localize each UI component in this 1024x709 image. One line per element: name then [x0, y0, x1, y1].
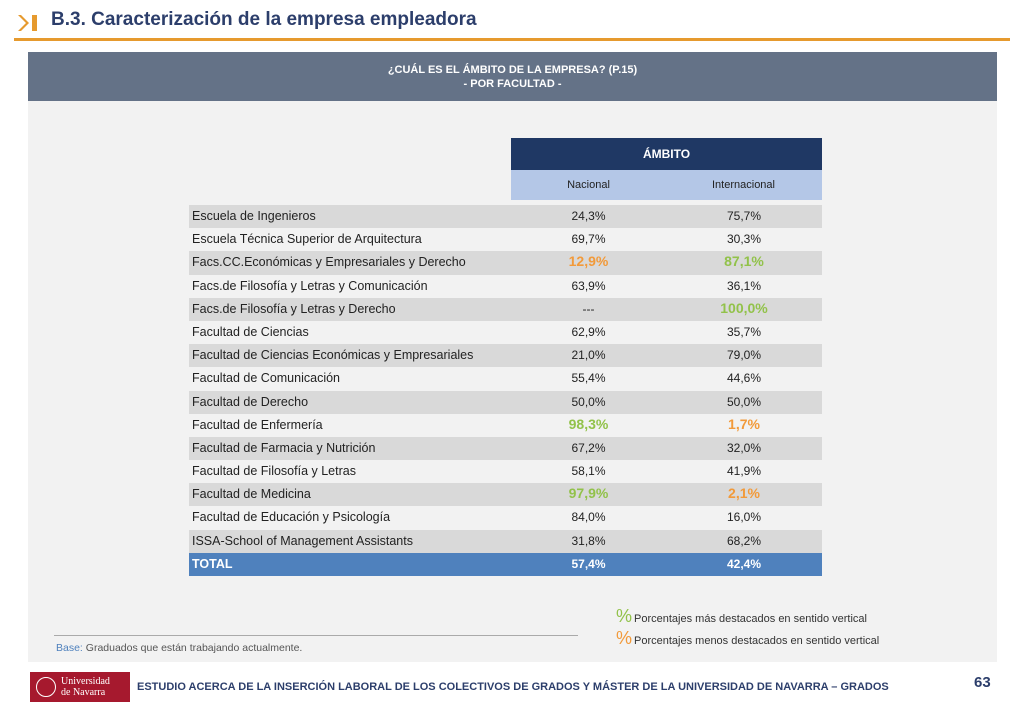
value-nacional: 62,9%	[571, 324, 606, 339]
base-divider	[54, 635, 578, 636]
question-subtitle: - POR FACULTAD -	[463, 78, 562, 90]
question-title: ¿CUÁL ES EL ÁMBITO DE LA EMPRESA? (P.15)	[387, 64, 638, 76]
value-nacional: 67,2%	[571, 440, 606, 455]
page-number: 63	[974, 674, 991, 691]
table-row: Facs.de Filosofía y Letras y Derecho --- 1…	[189, 297, 822, 321]
table-row: Escuela de Ingenieros 24,3% 75,7%	[189, 205, 822, 229]
column-header-nacional: Nacional	[567, 179, 610, 191]
table-row: Facultad de Comunicación 55,4% 44,6%	[189, 367, 822, 390]
faculty-name: Escuela Técnica Superior de Arquitectura	[192, 232, 422, 247]
faculty-name: Facs.CC.Económicas y Empresariales y Der…	[192, 255, 466, 270]
value-internacional: 32,0%	[726, 440, 762, 455]
column-group-header: ÁMBITO	[511, 138, 822, 170]
legend-low-label: Porcentajes menos destacados en sentido …	[634, 635, 880, 647]
legend-high-symbol: %	[616, 606, 633, 626]
value-nacional: 58,1%	[571, 464, 606, 479]
faculty-name: Facultad de Comunicación	[192, 371, 340, 386]
value-internacional: 44,6%	[726, 371, 762, 386]
logo-line2: de Navarra	[61, 687, 106, 698]
faculty-name: Facultad de Filosofía y Letras	[192, 464, 356, 479]
faculty-name: Facultad de Farmacia y Nutrición	[192, 440, 376, 455]
value-internacional: 30,3%	[726, 232, 762, 247]
faculty-name: Facultad de Medicina	[192, 487, 311, 502]
faculty-name: Facultad de Educación y Psicología	[192, 510, 391, 525]
value-internacional: 16,0%	[726, 510, 762, 525]
column-header-internacional: Internacional	[712, 179, 775, 191]
footer-study-title: ESTUDIO ACERCA DE LA INSERCIÓN LABORAL D…	[137, 681, 889, 693]
column-subheaders: Nacional Internacional	[511, 170, 822, 200]
table-row: Facultad de Farmacia y Nutrición 67,2% 32,…	[189, 436, 822, 461]
value-nacional: 98,3%	[568, 415, 609, 432]
value-nacional: 84,0%	[571, 510, 606, 525]
base-note: Base: Graduados que están trabajando act…	[56, 642, 302, 654]
table-row: Escuela Técnica Superior de Arquitectura…	[189, 228, 822, 251]
base-text: Graduados que están trabajando actualmen…	[85, 642, 303, 654]
faculty-name: ISSA-School of Management Assistants	[192, 533, 413, 548]
table-row: Facultad de Filosofía y Letras 58,1% 41,9%	[189, 460, 822, 483]
total-row: TOTAL 57,4% 42,4%	[189, 552, 822, 576]
university-logo: Universidad de Navarra	[30, 672, 130, 702]
value-internacional: 79,0%	[726, 348, 762, 363]
value-internacional: 50,0%	[726, 394, 762, 409]
page-header: B.3. Caracterización de la empresa emple…	[0, 0, 1024, 42]
value-internacional: 75,7%	[726, 209, 762, 223]
table-row: Facultad de Derecho 50,0% 50,0%	[189, 390, 822, 414]
value-nacional: 63,9%	[571, 278, 606, 293]
university-seal-icon	[36, 677, 56, 697]
value-internacional: 41,9%	[726, 464, 762, 479]
table-row: Facultad de Educación y Psicología 84,0% 1…	[189, 506, 822, 529]
value-nacional: 12,9%	[568, 253, 609, 270]
value-nacional: 55,4%	[571, 371, 606, 386]
faculty-name: Escuela de Ingenieros	[192, 209, 316, 223]
panel-title-bar: ¿CUÁL ES EL ÁMBITO DE LA EMPRESA? (P.15)…	[28, 52, 997, 101]
table-row: Facs.de Filosofía y Letras y Comunicació…	[189, 275, 822, 298]
faculty-name: Facultad de Derecho	[192, 394, 309, 409]
value-internacional: 87,1%	[724, 253, 764, 270]
value-nacional: 31,8%	[571, 533, 606, 548]
table-row: ISSA-School of Management Assistants 31,8…	[189, 529, 822, 553]
value-nacional: 24,3%	[571, 209, 606, 223]
faculty-name: Facultad de Ciencias Económicas y Empres…	[192, 348, 474, 363]
value-nacional: ---	[582, 301, 595, 316]
logo-line1: Universidad	[61, 676, 110, 687]
value-internacional: 100,0%	[720, 299, 768, 316]
value-nacional: 69,7%	[571, 232, 606, 247]
results-table: Escuela de Ingenieros 24,3% 75,7% Escuela T…	[189, 205, 822, 576]
faculty-name: Facs.de Filosofía y Letras y Derecho	[192, 301, 396, 316]
table-row: Facultad de Enfermería 98,3% 1,7%	[189, 414, 822, 437]
table-row: Facultad de Ciencias 62,9% 35,7%	[189, 321, 822, 344]
arrow-bar-icon	[18, 15, 37, 31]
value-internacional: 36,1%	[726, 278, 762, 293]
total-label: TOTAL	[192, 556, 233, 571]
table-row: Facultad de Ciencias Económicas y Empres…	[189, 344, 822, 368]
legend-low: % Porcentajes menos destacados en sentido…	[616, 628, 879, 649]
value-internacional: 2,1%	[728, 485, 760, 502]
faculty-name: Facultad de Ciencias	[192, 324, 309, 339]
page-title: B.3. Caracterización de la empresa emple…	[51, 9, 477, 30]
value-internacional: 1,7%	[728, 415, 760, 432]
value-internacional: 68,2%	[726, 533, 762, 548]
legend-high: % Porcentajes más destacados en sentido v…	[616, 606, 867, 627]
value-nacional: 50,0%	[571, 394, 606, 409]
value-internacional: 35,7%	[726, 324, 762, 339]
value-nacional: 97,9%	[568, 485, 609, 502]
legend-high-label: Porcentajes más destacados en sentido ve…	[634, 613, 867, 625]
header-divider	[14, 38, 1010, 41]
table-row: Facs.CC.Económicas y Empresariales y Der…	[189, 251, 822, 275]
total-internacional: 42,4%	[726, 556, 762, 571]
value-nacional: 21,0%	[571, 348, 606, 363]
total-nacional: 57,4%	[571, 556, 606, 571]
faculty-name: Facultad de Enfermería	[192, 417, 323, 432]
faculty-name: Facs.de Filosofía y Letras y Comunicació…	[192, 278, 428, 293]
base-label: Base:	[56, 642, 83, 654]
legend-low-symbol: %	[616, 628, 633, 648]
table-row: Facultad de Medicina 97,9% 2,1%	[189, 483, 822, 507]
